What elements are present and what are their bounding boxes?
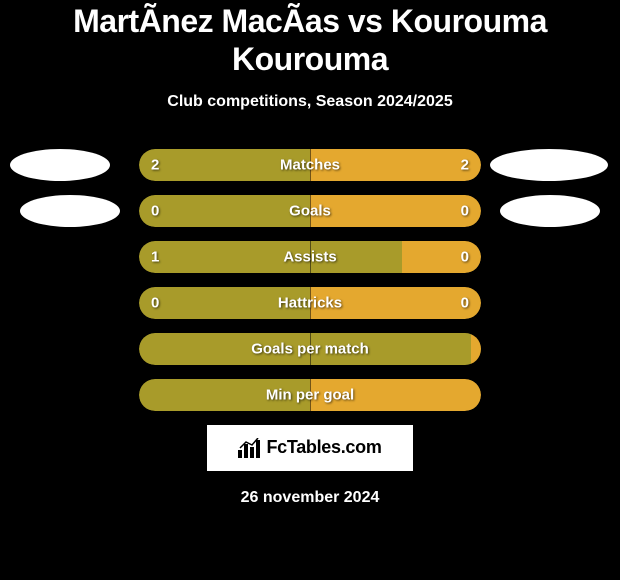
- stat-row-min-per-goal: Min per goal: [139, 379, 481, 411]
- right-bar: [402, 241, 481, 273]
- stat-row-assists: Assists 1 0: [139, 241, 481, 273]
- stat-row-hattricks: Hattricks 0 0: [139, 287, 481, 319]
- left-value: 1: [151, 248, 159, 265]
- stat-row-goals: Goals 0 0: [139, 195, 481, 227]
- logo-text: FcTables.com: [266, 437, 381, 458]
- stat-label: Min per goal: [266, 386, 354, 403]
- stat-label: Goals per match: [251, 340, 369, 357]
- player-badge-0: [10, 149, 110, 181]
- right-bar: [471, 333, 481, 365]
- stat-row-matches: Matches 2 2: [139, 149, 481, 181]
- left-bar: [139, 241, 402, 273]
- right-value: 2: [461, 156, 469, 173]
- right-value: 0: [461, 294, 469, 311]
- player-badge-2: [20, 195, 120, 227]
- stat-label: Assists: [283, 248, 336, 265]
- right-bar: [310, 195, 481, 227]
- logo-box: FcTables.com: [207, 425, 413, 471]
- comparison-infographic: MartÃ­nez MacÃ­as vs Kourouma Kourouma C…: [0, 0, 620, 580]
- chart-area: Matches22Goals00Assists10Hattricks00Goal…: [0, 149, 620, 411]
- left-value: 0: [151, 202, 159, 219]
- fctables-icon: [238, 438, 262, 458]
- stat-row-goals-per-match: Goals per match: [139, 333, 481, 365]
- stat-label: Goals: [289, 202, 331, 219]
- date-label: 26 november 2024: [0, 489, 620, 507]
- right-value: 0: [461, 202, 469, 219]
- stat-label: Matches: [280, 156, 340, 173]
- player-badge-1: [490, 149, 608, 181]
- left-value: 0: [151, 294, 159, 311]
- stat-label: Hattricks: [278, 294, 342, 311]
- right-value: 0: [461, 248, 469, 265]
- page-title: MartÃ­nez MacÃ­as vs Kourouma Kourouma: [0, 2, 620, 79]
- left-value: 2: [151, 156, 159, 173]
- page-subtitle: Club competitions, Season 2024/2025: [0, 93, 620, 111]
- player-badge-3: [500, 195, 600, 227]
- left-bar: [139, 195, 310, 227]
